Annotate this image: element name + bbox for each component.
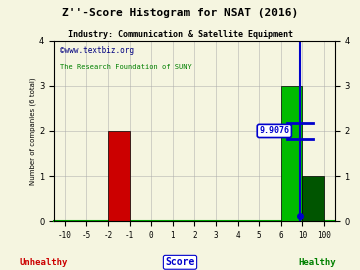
Text: ©www.textbiz.org: ©www.textbiz.org xyxy=(60,46,134,55)
Text: 9.9076: 9.9076 xyxy=(259,126,289,136)
Text: Score: Score xyxy=(165,257,195,267)
Bar xyxy=(302,176,324,221)
Text: Z''-Score Histogram for NSAT (2016): Z''-Score Histogram for NSAT (2016) xyxy=(62,8,298,18)
Bar xyxy=(281,86,302,221)
Text: The Research Foundation of SUNY: The Research Foundation of SUNY xyxy=(60,64,192,70)
Text: Industry: Communication & Satellite Equipment: Industry: Communication & Satellite Equi… xyxy=(68,30,292,39)
Text: Healthy: Healthy xyxy=(298,258,336,267)
Bar xyxy=(108,131,130,221)
Text: Unhealthy: Unhealthy xyxy=(19,258,67,267)
Y-axis label: Number of companies (6 total): Number of companies (6 total) xyxy=(30,77,36,185)
